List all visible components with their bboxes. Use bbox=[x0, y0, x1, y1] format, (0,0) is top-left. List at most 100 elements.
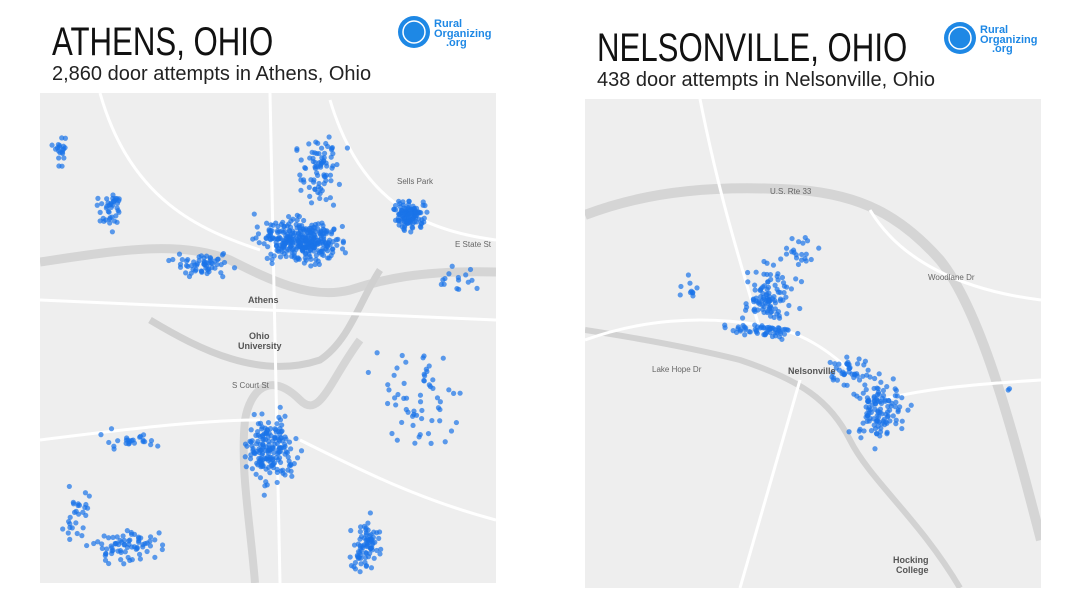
door-dot bbox=[754, 330, 760, 336]
door-dot bbox=[124, 528, 130, 534]
river bbox=[148, 268, 383, 370]
door-dot bbox=[830, 370, 836, 376]
door-dot bbox=[783, 251, 790, 257]
door-dot bbox=[352, 560, 359, 566]
door-dot bbox=[247, 438, 253, 444]
door-dot bbox=[780, 327, 786, 333]
door-dot bbox=[107, 216, 113, 222]
door-dot bbox=[251, 411, 257, 418]
door-dot bbox=[62, 145, 68, 151]
door-dot bbox=[309, 238, 315, 244]
door-dot bbox=[357, 529, 363, 535]
door-dot bbox=[306, 184, 312, 190]
door-dot bbox=[122, 549, 128, 555]
door-dot bbox=[340, 238, 346, 244]
door-dot bbox=[416, 434, 422, 440]
door-dot bbox=[783, 294, 789, 300]
door-dot bbox=[115, 207, 121, 214]
door-dot bbox=[106, 209, 112, 215]
door-dot bbox=[112, 541, 119, 547]
door-dot bbox=[440, 355, 446, 361]
door-dot bbox=[363, 563, 369, 569]
door-dot bbox=[288, 468, 294, 474]
door-dot bbox=[753, 295, 759, 301]
map-label: University bbox=[238, 341, 282, 351]
door-dot bbox=[418, 221, 424, 227]
door-dot bbox=[272, 441, 278, 447]
door-dot bbox=[766, 324, 772, 330]
door-dot bbox=[876, 419, 882, 425]
door-dot bbox=[115, 438, 121, 444]
door-dot bbox=[424, 368, 430, 375]
door-dot bbox=[295, 255, 301, 261]
door-dot bbox=[297, 172, 303, 178]
door-dot bbox=[218, 262, 224, 268]
door-dot bbox=[328, 231, 335, 237]
map: Nelsonville Hocking College U.S. Rte 33 … bbox=[585, 99, 1041, 588]
door-dot bbox=[320, 252, 327, 258]
door-dot bbox=[264, 255, 270, 261]
door-dot bbox=[262, 483, 268, 489]
door-dot bbox=[152, 537, 158, 543]
door-dot bbox=[152, 554, 158, 560]
door-dot bbox=[274, 236, 280, 242]
door-dot bbox=[880, 387, 887, 394]
door-dot bbox=[140, 438, 146, 445]
door-dot bbox=[394, 365, 400, 371]
door-dot bbox=[875, 398, 881, 405]
door-dot bbox=[83, 512, 89, 519]
door-dot bbox=[298, 187, 304, 193]
door-dot bbox=[320, 238, 326, 244]
map-label: Ohio bbox=[249, 331, 270, 341]
door-dot bbox=[783, 284, 790, 290]
door-dot bbox=[770, 262, 777, 268]
door-dot bbox=[269, 457, 276, 463]
door-dot bbox=[307, 193, 313, 199]
door-dot bbox=[745, 279, 751, 285]
door-dot bbox=[301, 179, 307, 185]
door-dot bbox=[70, 501, 77, 507]
door-dot bbox=[742, 332, 748, 338]
door-dot bbox=[357, 536, 363, 542]
door-dot bbox=[286, 228, 293, 234]
door-dot bbox=[255, 231, 262, 237]
door-dot bbox=[298, 448, 305, 454]
door-dot bbox=[220, 274, 226, 280]
door-dot bbox=[775, 309, 782, 315]
door-dot bbox=[860, 420, 866, 426]
door-dot bbox=[779, 274, 786, 281]
door-dot bbox=[261, 436, 267, 443]
door-dot bbox=[82, 490, 89, 496]
door-dot bbox=[860, 373, 866, 379]
door-dot bbox=[114, 195, 120, 202]
door-dot bbox=[176, 251, 183, 257]
door-dot bbox=[879, 395, 885, 401]
door-dot bbox=[65, 530, 71, 536]
door-dot bbox=[275, 248, 282, 254]
door-dot bbox=[797, 305, 803, 312]
door-dot bbox=[242, 454, 248, 460]
door-dot bbox=[871, 416, 877, 422]
door-dot bbox=[104, 546, 110, 552]
door-dot bbox=[255, 462, 261, 468]
door-dot bbox=[315, 258, 321, 264]
door-dot bbox=[259, 461, 265, 468]
door-dot bbox=[264, 430, 270, 437]
panel-title: NELSONVILLE, OHIO bbox=[597, 25, 907, 70]
door-dot bbox=[884, 384, 890, 390]
door-dot bbox=[86, 493, 92, 499]
door-dot bbox=[411, 408, 417, 414]
door-dot bbox=[313, 240, 320, 246]
door-dot bbox=[403, 206, 409, 212]
door-dot bbox=[286, 439, 293, 445]
door-dot bbox=[329, 145, 335, 152]
door-dot bbox=[155, 443, 161, 449]
door-dot bbox=[752, 322, 758, 328]
door-dot bbox=[97, 209, 103, 215]
door-dot bbox=[280, 229, 286, 235]
door-dot bbox=[766, 305, 773, 312]
door-dot bbox=[321, 181, 327, 187]
door-dot bbox=[871, 385, 877, 392]
door-dot bbox=[282, 451, 288, 457]
